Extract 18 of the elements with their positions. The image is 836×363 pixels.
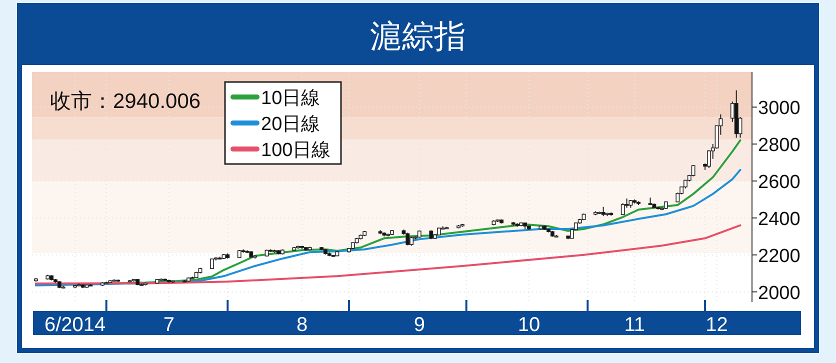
y-tick-label: 2000 [758,282,800,304]
legend-label: 100日線 [261,140,331,161]
legend-label: 20日線 [261,114,320,135]
x-tick-label: 7 [163,314,175,336]
y-tick-label: 3000 [758,98,800,120]
y-tick-label: 2600 [758,172,800,193]
y-tick-label: 2400 [758,208,800,230]
legend-label: 10日線 [261,88,320,109]
x-tick-label: 12 [706,314,728,336]
x-tick-label: 10 [518,314,540,336]
y-tick-label: 2200 [758,246,800,267]
x-tick-label: 9 [414,314,425,336]
x-tick-label: 8 [296,314,308,336]
annotation: 收市：2940.006 [50,90,201,113]
y-tick-label: 2800 [758,135,800,156]
x-tick-label: 11 [624,314,645,336]
x-tick-label: 6/2014 [44,314,106,336]
title: 滬綜指 [370,18,466,54]
